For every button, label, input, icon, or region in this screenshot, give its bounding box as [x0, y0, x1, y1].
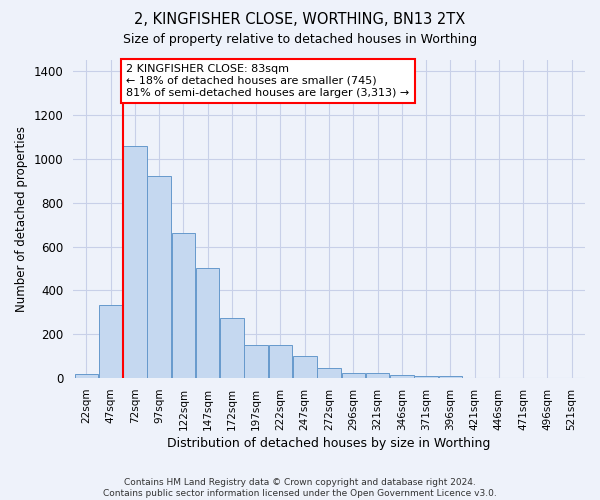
Text: Contains HM Land Registry data © Crown copyright and database right 2024.
Contai: Contains HM Land Registry data © Crown c…	[103, 478, 497, 498]
Bar	[439, 376, 462, 378]
Bar	[341, 372, 365, 378]
Bar	[74, 374, 98, 378]
Bar	[148, 176, 171, 378]
Bar	[99, 304, 122, 378]
Bar	[366, 372, 389, 378]
Bar	[390, 375, 413, 378]
Bar	[293, 356, 317, 378]
Bar	[220, 318, 244, 378]
Bar	[317, 368, 341, 378]
Bar	[415, 376, 438, 378]
Bar	[123, 146, 146, 378]
Bar	[172, 234, 195, 378]
Text: 2 KINGFISHER CLOSE: 83sqm
← 18% of detached houses are smaller (745)
81% of semi: 2 KINGFISHER CLOSE: 83sqm ← 18% of detac…	[127, 64, 410, 98]
X-axis label: Distribution of detached houses by size in Worthing: Distribution of detached houses by size …	[167, 437, 491, 450]
Bar	[244, 346, 268, 378]
Text: 2, KINGFISHER CLOSE, WORTHING, BN13 2TX: 2, KINGFISHER CLOSE, WORTHING, BN13 2TX	[134, 12, 466, 28]
Y-axis label: Number of detached properties: Number of detached properties	[15, 126, 28, 312]
Bar	[269, 346, 292, 378]
Bar	[196, 268, 220, 378]
Text: Size of property relative to detached houses in Worthing: Size of property relative to detached ho…	[123, 32, 477, 46]
